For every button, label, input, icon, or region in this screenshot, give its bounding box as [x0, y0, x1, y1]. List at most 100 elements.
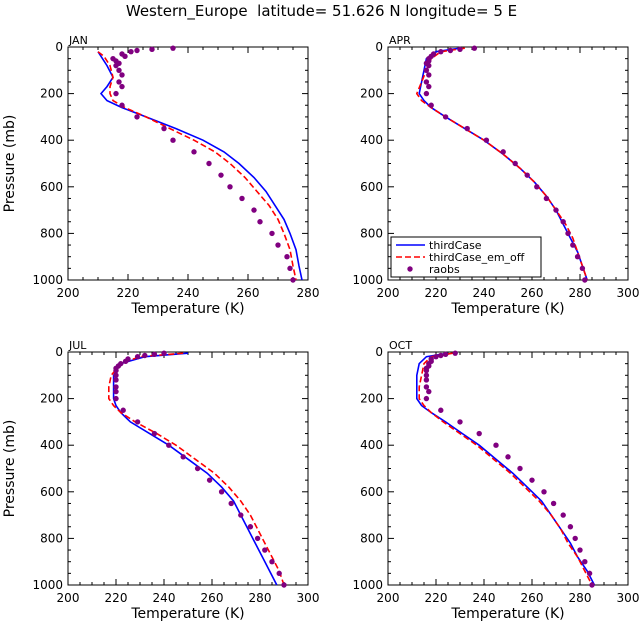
raobs-point — [464, 125, 470, 132]
y-tick-label: 1000 — [352, 273, 383, 287]
raobs-point — [134, 114, 140, 120]
raobs-point — [218, 172, 224, 178]
y-tick-label: 1000 — [352, 578, 383, 592]
y-tick-label: 1000 — [32, 273, 63, 287]
chart-panel-jan: 200 220 240 260 280 0 200 400 600 800 1000 Temperat… — [2, 34, 319, 317]
raobs-point — [560, 219, 566, 225]
series-line-thirdcase — [97, 51, 303, 281]
raobs-point — [565, 230, 571, 237]
x-tick-label: 200 — [57, 591, 80, 605]
raobs-point — [281, 582, 287, 588]
plot-frame — [67, 46, 309, 281]
raobs-point — [426, 83, 432, 90]
raobs-point — [239, 195, 245, 202]
x-tick-label: 200 — [57, 286, 80, 300]
raobs-point — [589, 582, 595, 588]
raobs-point — [471, 45, 478, 51]
raobs-point — [227, 184, 233, 190]
raobs-point — [161, 350, 167, 356]
raobs-point — [423, 67, 430, 74]
raobs-point — [251, 207, 257, 213]
raobs-point — [113, 384, 119, 390]
raobs-point — [524, 172, 530, 178]
raobs-point — [276, 570, 282, 577]
raobs-point — [238, 512, 244, 518]
plot-frame — [67, 351, 309, 586]
raobs-point — [194, 465, 201, 472]
raobs-point — [116, 79, 122, 85]
panel-label: OCT — [389, 339, 412, 352]
raobs-point — [574, 254, 581, 260]
x-tick-label: 280 — [297, 286, 320, 300]
raobs-point — [553, 207, 559, 213]
y-tick-label: 200 — [360, 392, 383, 406]
raobs-point — [128, 48, 134, 55]
raobs-point — [543, 195, 550, 202]
raobs-point — [113, 367, 119, 374]
series-line-thirdcase-em-off — [418, 352, 593, 586]
x-tick-label: 240 — [473, 591, 496, 605]
raobs-point — [550, 500, 557, 507]
y-tick-label: 600 — [40, 180, 63, 194]
raobs-point — [275, 242, 281, 248]
raobs-point — [191, 149, 197, 155]
y-axis-label: Pressure (mb) — [2, 420, 18, 518]
x-tick-label: 260 — [201, 591, 224, 605]
x-tick-label: 260 — [521, 286, 544, 300]
x-tick-label: 220 — [425, 286, 448, 300]
raobs-point — [500, 149, 506, 155]
raobs-point — [254, 535, 261, 542]
y-tick-label: 0 — [375, 345, 383, 359]
raobs-point — [119, 83, 125, 90]
raobs-point — [120, 407, 126, 413]
raobs-point — [119, 102, 125, 108]
y-tick-label: 200 — [40, 392, 63, 406]
raobs-point — [151, 430, 158, 437]
raobs-point — [290, 277, 296, 283]
panel-label: JAN — [68, 34, 88, 47]
x-axis-label: Temperature (K) — [450, 301, 564, 317]
raobs-point — [570, 242, 576, 248]
panel-label: JUL — [68, 339, 87, 352]
raobs-point — [426, 388, 432, 395]
x-tick-label: 220 — [117, 286, 140, 300]
x-tick-label: 280 — [569, 591, 592, 605]
raobs-point — [534, 184, 540, 190]
raobs-point — [423, 377, 430, 383]
chart-panel-jul: 200 220 240 260 280 300 0 200 400 600 800 1000 Tempe… — [2, 339, 319, 622]
raobs-point — [206, 160, 212, 167]
x-tick-label: 260 — [521, 591, 544, 605]
y-tick-label: 800 — [40, 531, 63, 545]
raobs-point — [438, 48, 444, 55]
y-tick-label: 1000 — [32, 578, 63, 592]
x-axis-label: Temperature (K) — [130, 606, 244, 622]
legend-entry-label: raobs — [429, 263, 460, 276]
y-tick-label: 200 — [40, 87, 63, 101]
x-tick-label: 240 — [177, 286, 200, 300]
raobs-point — [151, 351, 158, 358]
series-line-thirdcase-em-off — [97, 51, 297, 281]
raobs-point — [428, 102, 434, 108]
y-tick-label: 800 — [360, 226, 383, 240]
x-tick-label: 300 — [617, 591, 640, 605]
raobs-point — [287, 265, 293, 272]
y-tick-label: 0 — [55, 345, 63, 359]
y-tick-label: 0 — [55, 40, 63, 54]
raobs-point — [483, 137, 490, 143]
raobs-point — [433, 353, 439, 360]
raobs-point — [423, 367, 430, 374]
raobs-point — [560, 512, 566, 518]
chart-panel-oct: 200 220 240 260 280 300 0 200 400 600 800 1000 Tempe… — [352, 339, 639, 622]
raobs-point — [218, 489, 225, 495]
y-tick-label: 400 — [360, 438, 383, 452]
legend-marker — [407, 266, 413, 272]
raobs-point — [541, 489, 547, 495]
x-tick-label: 280 — [249, 591, 272, 605]
raobs-point — [505, 454, 511, 460]
x-tick-label: 240 — [153, 591, 176, 605]
raobs-point — [116, 67, 122, 74]
raobs-point — [582, 277, 588, 283]
y-tick-label: 200 — [360, 87, 383, 101]
raobs-point — [529, 477, 535, 483]
